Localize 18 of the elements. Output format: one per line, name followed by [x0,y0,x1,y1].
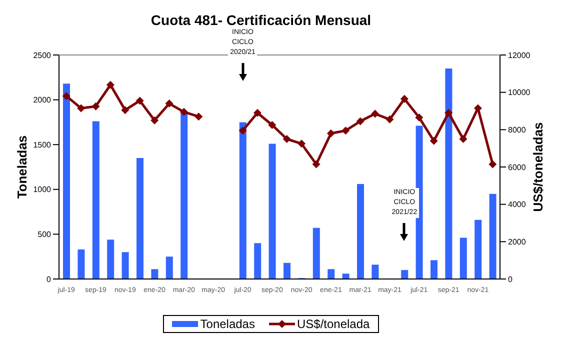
y2-axis-title: US$/toneladas [530,122,546,212]
y-axis-title: Toneladas [14,135,30,199]
y2-tick-label: 8000 [508,126,526,135]
y2-tick-label: 10000 [508,88,531,98]
y2-tick-label: 4000 [508,200,526,210]
y2-tick-label: 12000 [508,50,531,60]
y-tick-label: 0 [46,274,52,284]
y-tick-label: 2000 [33,96,52,105]
y2-tick-label: 6000 [508,162,526,172]
legend-label: US$/tonelada [296,317,370,331]
y2-tick-label: 2000 [508,238,526,247]
y-tick-label: 500 [38,230,52,240]
y-tick-label: 1500 [33,140,52,150]
y-tick-label: 2500 [33,50,52,60]
legend-label: Toneladas [199,317,255,331]
y-tick-label: 1000 [33,185,52,194]
y2-tick-label: 0 [508,274,513,284]
chart-title: Cuota 481- Certificación Mensual [150,12,372,28]
